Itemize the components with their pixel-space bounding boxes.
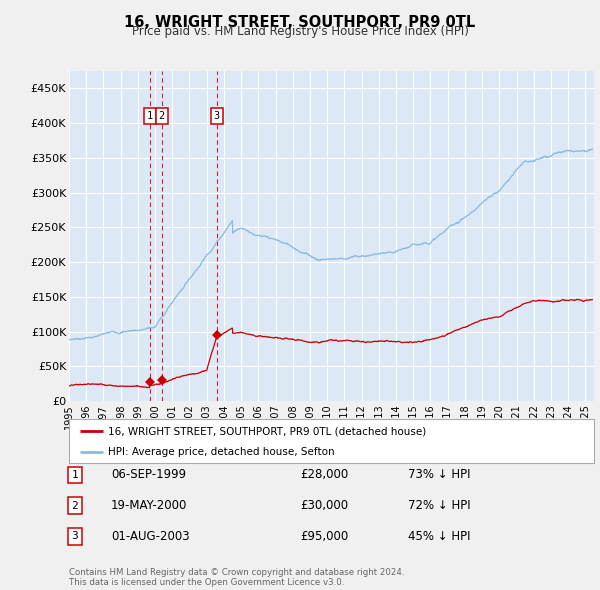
Text: 16, WRIGHT STREET, SOUTHPORT, PR9 0TL (detached house): 16, WRIGHT STREET, SOUTHPORT, PR9 0TL (d… xyxy=(109,427,427,436)
Text: 2: 2 xyxy=(158,111,165,121)
Text: 16, WRIGHT STREET, SOUTHPORT, PR9 0TL: 16, WRIGHT STREET, SOUTHPORT, PR9 0TL xyxy=(124,15,476,30)
Text: 01-AUG-2003: 01-AUG-2003 xyxy=(111,530,190,543)
Text: Contains HM Land Registry data © Crown copyright and database right 2024.
This d: Contains HM Land Registry data © Crown c… xyxy=(69,568,404,587)
Text: 1: 1 xyxy=(146,111,152,121)
Text: 73% ↓ HPI: 73% ↓ HPI xyxy=(408,468,470,481)
Text: 2: 2 xyxy=(71,501,79,510)
Text: HPI: Average price, detached house, Sefton: HPI: Average price, detached house, Seft… xyxy=(109,447,335,457)
Text: £95,000: £95,000 xyxy=(300,530,348,543)
Text: 45% ↓ HPI: 45% ↓ HPI xyxy=(408,530,470,543)
Text: 19-MAY-2000: 19-MAY-2000 xyxy=(111,499,187,512)
Text: 3: 3 xyxy=(214,111,220,121)
Text: Price paid vs. HM Land Registry's House Price Index (HPI): Price paid vs. HM Land Registry's House … xyxy=(131,25,469,38)
Text: £28,000: £28,000 xyxy=(300,468,348,481)
Text: 72% ↓ HPI: 72% ↓ HPI xyxy=(408,499,470,512)
Text: 06-SEP-1999: 06-SEP-1999 xyxy=(111,468,186,481)
Text: £30,000: £30,000 xyxy=(300,499,348,512)
Text: 3: 3 xyxy=(71,532,79,541)
Text: 1: 1 xyxy=(71,470,79,480)
